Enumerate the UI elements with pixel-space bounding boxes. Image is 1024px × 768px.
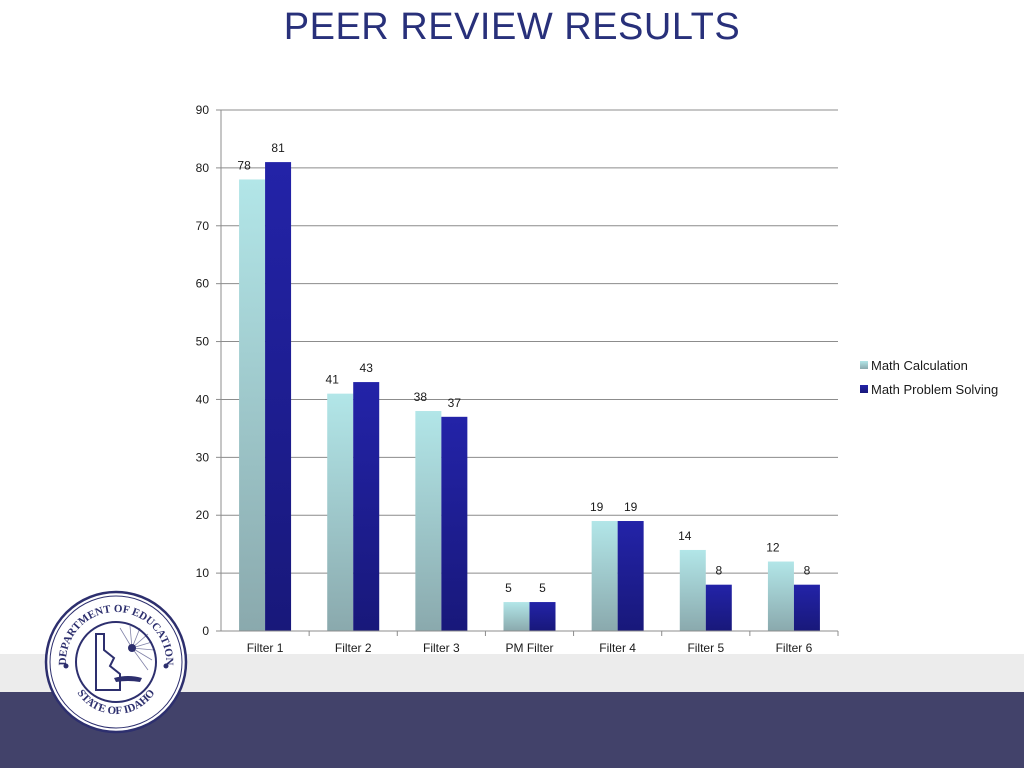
bar-math-calculation [767,561,794,631]
y-tick-label: 70 [196,219,210,233]
y-tick-label: 10 [196,566,210,580]
y-tick-label: 80 [196,161,210,175]
y-tick-label: 40 [196,392,210,406]
data-label: 5 [539,581,546,595]
data-label: 14 [678,529,692,543]
x-tick-label: Filter 5 [687,641,724,655]
data-label: 12 [766,541,780,555]
bar-math-calculation [327,393,354,631]
data-label: 19 [624,500,638,514]
y-tick-label: 90 [196,103,210,117]
legend-label: Math Calculation [871,358,968,373]
y-tick-label: 30 [196,450,210,464]
slide-title: PEER REVIEW RESULTS [283,6,741,48]
legend: Math Calculation Math Problem Solving [860,358,998,397]
bar-math-calculation [591,521,618,631]
data-label: 37 [448,396,462,410]
y-tick-label: 0 [202,624,209,638]
idaho-state-shape [95,633,121,691]
data-label: 38 [414,390,428,404]
idaho-department-of-education-seal: DEPARTMENT OF EDUCATION STATE OF IDAHO [44,590,188,734]
bar-math-problem-solving [617,521,644,631]
bar-math-problem-solving [441,416,468,631]
bar-math-calculation [679,549,706,631]
x-tick-label: PM Filter [506,641,554,655]
y-tick-label: 20 [196,508,210,522]
data-label: 5 [505,581,512,595]
x-tick-label: Filter 4 [599,641,636,655]
x-tick-label: Filter 1 [247,641,284,655]
bar-chart: 78 81 41 43 38 37 5 5 19 19 14 8 12 8 0 10 20 30 40 50 60 70… [196,103,999,655]
y-tick-label: 50 [196,335,210,349]
bar-math-calculation [239,179,266,631]
bar-math-problem-solving [353,382,380,631]
data-label: 19 [590,500,604,514]
bar-math-problem-solving [265,162,292,631]
bar-math-calculation [503,602,530,631]
y-tick-label: 60 [196,277,210,291]
bar-math-problem-solving [793,584,820,631]
bar-math-calculation [415,411,442,631]
lamp-of-knowledge-icon [114,676,142,682]
legend-label: Math Problem Solving [871,382,998,397]
data-label: 8 [804,564,811,578]
legend-swatch [860,361,868,369]
data-label: 81 [271,141,285,155]
bars: 78 81 41 43 38 37 5 5 19 19 14 8 12 8 [237,141,820,631]
x-tick-label: Filter 6 [776,641,813,655]
data-label: 78 [237,158,251,172]
data-label: 41 [326,373,340,387]
bar-math-problem-solving [705,584,732,631]
x-tick-label: Filter 2 [335,641,372,655]
data-label: 8 [715,564,722,578]
x-tick-label: Filter 3 [423,641,460,655]
legend-swatch [860,385,868,393]
data-label: 43 [360,361,374,375]
axes: 0 10 20 30 40 50 60 70 80 90 Filter 1 Filter 2 Filte… [196,103,839,655]
gridlines [221,109,838,574]
bar-math-problem-solving [529,602,556,631]
